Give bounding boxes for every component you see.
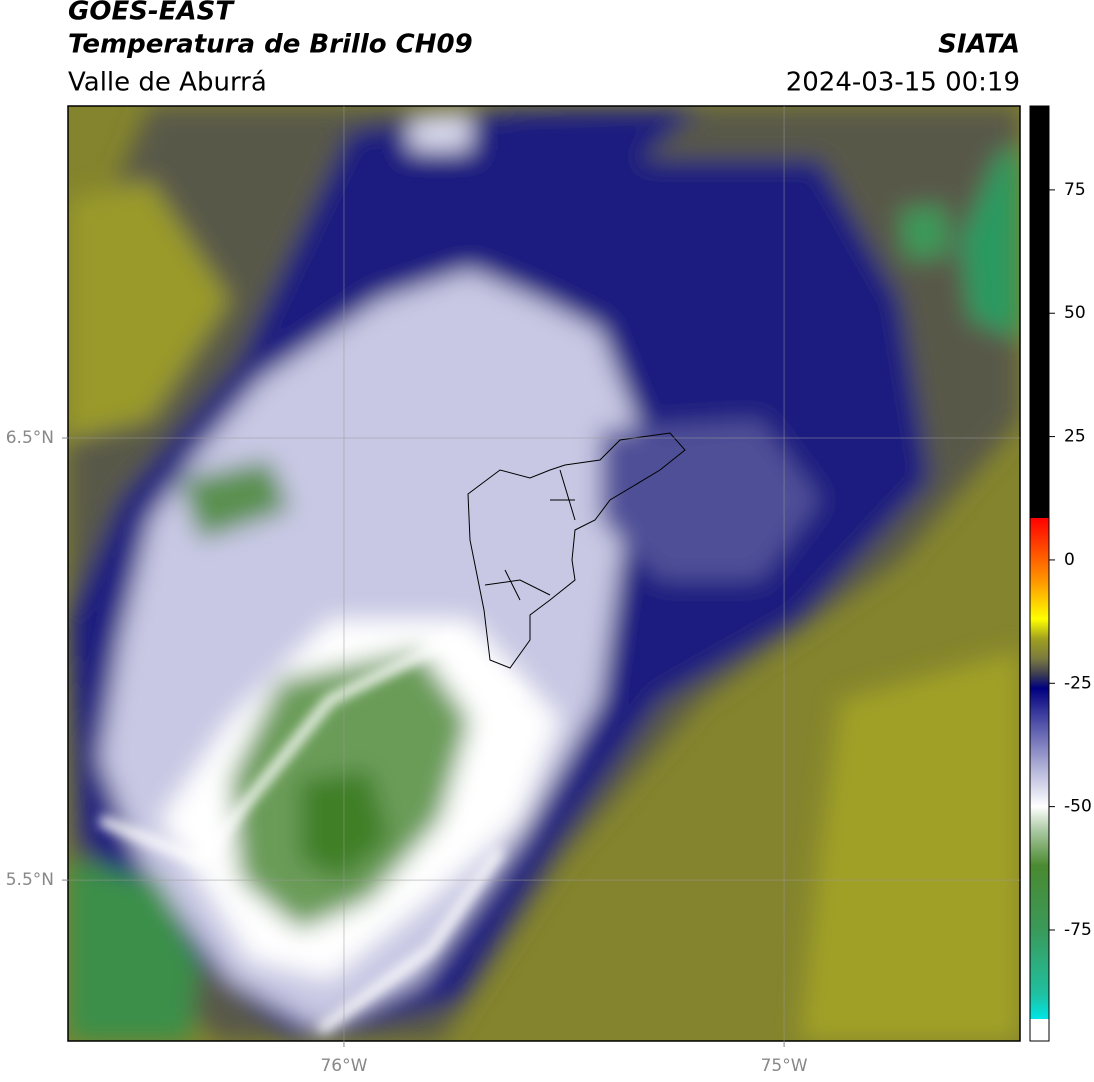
x-tick-label: 76°W: [320, 1056, 367, 1076]
satellite-field: [68, 106, 1020, 1041]
colorbar-tick-label: 0: [1064, 550, 1075, 570]
subtitle: Temperatura de Brillo CH09: [68, 30, 473, 60]
y-tick-label: 5.5°N: [6, 870, 54, 890]
map-frame: [67, 105, 1021, 1042]
colorbar-tick-label: 50: [1064, 303, 1086, 323]
title: GOES-EAST: [68, 0, 235, 27]
timestamp: 2024-03-15 00:19: [786, 68, 1020, 98]
y-tick-label: 6.5°N: [6, 428, 54, 448]
colorbar: [1029, 105, 1050, 1042]
colorbar-tick-label: 25: [1064, 427, 1086, 447]
region: Valle de Aburrá: [68, 68, 267, 98]
x-tick-label: 75°W: [761, 1056, 808, 1076]
colorbar-tick-label: -50: [1064, 797, 1092, 817]
colorbar-tick-label: -75: [1064, 920, 1092, 940]
colorbar-tick-label: -25: [1064, 673, 1092, 693]
source: SIATA: [938, 30, 1020, 60]
colorbar-tick-label: 75: [1064, 180, 1086, 200]
